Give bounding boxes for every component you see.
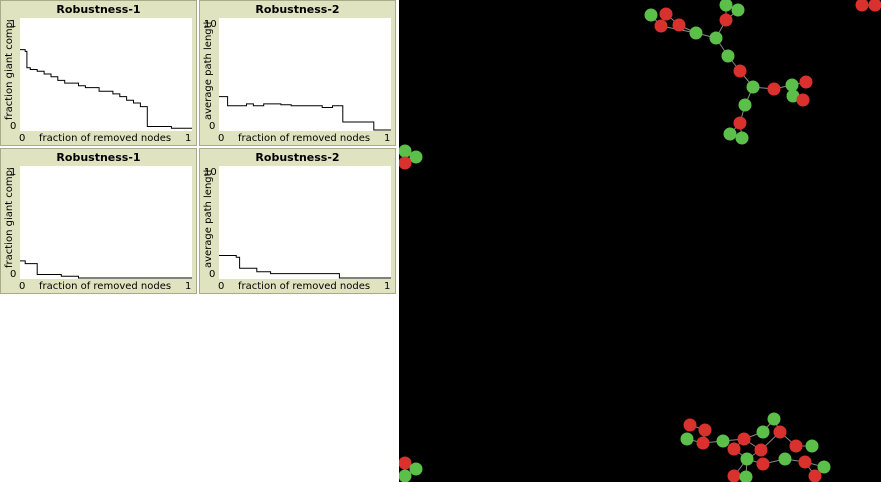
network-node-red[interactable] [796, 93, 810, 107]
network-node-red[interactable] [733, 116, 747, 130]
network-node-green[interactable] [680, 432, 694, 446]
y-tick-min: 0 [10, 269, 17, 280]
series-line [219, 255, 391, 279]
network-node-green[interactable] [746, 80, 760, 94]
line-chart [219, 96, 391, 131]
y-tick-max: 10 [204, 19, 217, 30]
network-canvas[interactable] [399, 0, 881, 482]
network-node-red[interactable] [773, 425, 787, 439]
network-node-green[interactable] [399, 144, 412, 158]
network-node-green[interactable] [786, 89, 800, 103]
y-axis-label: average path length [203, 168, 214, 268]
line-chart [20, 49, 192, 129]
series-line [219, 96, 391, 131]
y-axis-label: fraction giant component [4, 20, 15, 120]
network-node-red[interactable] [737, 432, 751, 446]
network-node-green[interactable] [689, 26, 703, 40]
plot-title: Robustness-1 [56, 3, 141, 16]
network-node-green[interactable] [409, 462, 423, 476]
network-node-green[interactable] [723, 127, 737, 141]
network-node-green[interactable] [817, 460, 831, 474]
y-tick-max: 1 [10, 19, 17, 30]
y-tick-min: 0 [10, 121, 17, 132]
network-node-red[interactable] [654, 19, 668, 33]
y-tick-max: 1 [10, 167, 17, 178]
plot-title: Robustness-2 [255, 151, 340, 164]
network-node-green[interactable] [716, 434, 730, 448]
x-tick-max: 1 [384, 281, 391, 292]
network-node-green[interactable] [644, 8, 658, 22]
x-tick-min: 0 [19, 133, 26, 144]
network-node-red[interactable] [727, 469, 741, 482]
network-node-green[interactable] [785, 78, 799, 92]
x-tick-max: 1 [384, 133, 391, 144]
y-axis-label: average path length [203, 20, 214, 120]
network-node-red[interactable] [659, 7, 673, 21]
series-line [20, 49, 192, 129]
network-node-red[interactable] [672, 18, 686, 32]
network-node-green[interactable] [735, 131, 749, 145]
network-node-green[interactable] [719, 0, 733, 12]
plot-area [20, 166, 192, 279]
x-tick-min: 0 [218, 133, 225, 144]
network-node-green[interactable] [738, 98, 752, 112]
y-tick-min: 0 [209, 269, 216, 280]
network-node-green[interactable] [709, 31, 723, 45]
x-axis-label: fraction of removed nodes [39, 133, 172, 144]
network-node-green[interactable] [409, 150, 423, 164]
x-tick-max: 1 [185, 281, 192, 292]
line-chart [20, 260, 192, 279]
x-tick-max: 1 [185, 133, 192, 144]
network-node-green[interactable] [721, 49, 735, 63]
network-node-green[interactable] [399, 469, 412, 482]
y-tick-min: 0 [209, 121, 216, 132]
plot-area [219, 166, 391, 279]
network-node-green[interactable] [805, 439, 819, 453]
x-axis-label: fraction of removed nodes [39, 281, 172, 292]
x-tick-min: 0 [19, 281, 26, 292]
plot-area [20, 18, 192, 131]
network-node-red[interactable] [799, 75, 813, 89]
y-axis-label: fraction giant component [4, 168, 15, 268]
network-node-red[interactable] [767, 82, 781, 96]
x-tick-min: 0 [218, 281, 225, 292]
plot-panel: Robustness-1 fraction giant component 1 0 0 f… [0, 0, 197, 146]
network-view[interactable] [399, 0, 881, 482]
network-node-red[interactable] [399, 456, 412, 470]
network-node-red[interactable] [855, 0, 869, 12]
plot-panel: Robustness-2 average path length 10 0 0 fract… [199, 148, 396, 294]
network-node-red[interactable] [719, 13, 733, 27]
network-node-red[interactable] [754, 443, 768, 457]
network-node-red[interactable] [727, 442, 741, 456]
plot-panel: Robustness-2 average path length 10 0 0 fract… [199, 0, 396, 146]
network-node-red[interactable] [808, 469, 822, 482]
network-node-green[interactable] [731, 3, 745, 17]
network-node-red[interactable] [683, 418, 697, 432]
line-chart [219, 255, 391, 279]
network-node-red[interactable] [698, 423, 712, 437]
network-node-green[interactable] [739, 470, 753, 482]
network-node-red[interactable] [756, 457, 770, 471]
plot-panel: Robustness-1 fraction giant component 1 0 0 f… [0, 148, 197, 294]
plot-area [219, 18, 391, 131]
network-node-red[interactable] [399, 156, 412, 170]
network-node-red[interactable] [868, 0, 881, 12]
network-node-red[interactable] [789, 439, 803, 453]
network-node-green[interactable] [740, 452, 754, 466]
plot-title: Robustness-2 [255, 3, 340, 16]
network-node-green[interactable] [756, 425, 770, 439]
network-node-red[interactable] [696, 436, 710, 450]
network-node-red[interactable] [798, 455, 812, 469]
x-axis-label: fraction of removed nodes [238, 281, 371, 292]
network-node-red[interactable] [733, 64, 747, 78]
plot-title: Robustness-1 [56, 151, 141, 164]
network-node-green[interactable] [778, 452, 792, 466]
y-tick-max: 10 [204, 167, 217, 178]
x-axis-label: fraction of removed nodes [238, 133, 371, 144]
series-line [20, 260, 192, 279]
network-node-green[interactable] [767, 412, 781, 426]
